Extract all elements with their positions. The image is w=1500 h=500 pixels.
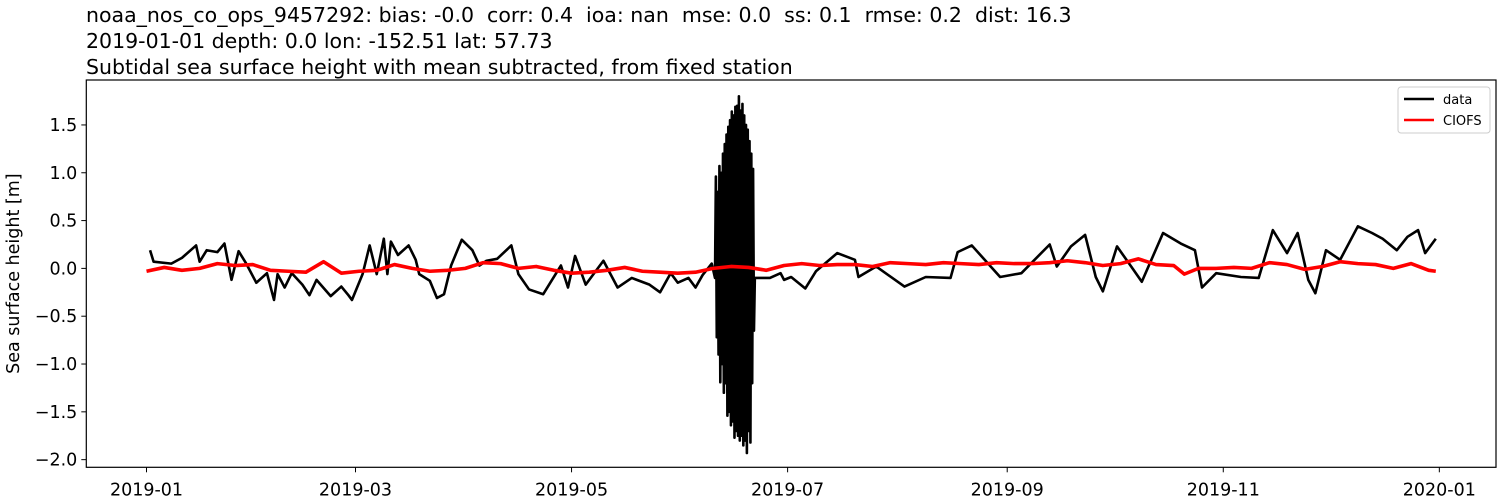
- y-tick-label: 1.5: [49, 116, 77, 136]
- chart-title-line-2: 2019-01-01 depth: 0.0 lon: -152.51 lat: …: [86, 29, 553, 53]
- y-tick-label: −1.0: [35, 355, 78, 375]
- chart-title-line-1: noaa_nos_co_ops_9457292: bias: -0.0 corr…: [86, 3, 1072, 27]
- x-tick-label: 2019-01: [110, 480, 183, 500]
- x-tick-label: 2019-07: [751, 480, 824, 500]
- x-tick-label: 2019-05: [535, 480, 608, 500]
- x-tick-label: 2019-11: [1187, 480, 1260, 500]
- x-tick-label: 2020-01: [1403, 480, 1476, 500]
- y-tick-label: −0.5: [35, 307, 78, 327]
- chart-title-line-3: Subtidal sea surface height with mean su…: [86, 55, 793, 79]
- x-tick-label: 2019-03: [319, 480, 392, 500]
- y-axis-label: Sea surface height [m]: [4, 173, 24, 373]
- y-tick-label: 1.0: [49, 164, 77, 184]
- x-tick-label: 2019-09: [971, 480, 1044, 500]
- y-tick-label: 0.5: [49, 212, 77, 232]
- legend-label-data: data: [1443, 93, 1472, 108]
- y-tick-label: −1.5: [35, 403, 78, 423]
- legend: data CIOFS: [1397, 86, 1491, 134]
- plot-frame: [85, 79, 1497, 468]
- y-tick-label: −2.0: [35, 451, 78, 471]
- series-line-data: [148, 94, 1437, 455]
- legend-label-ciofs: CIOFS: [1443, 114, 1482, 129]
- y-tick-label: 0.0: [49, 259, 77, 279]
- series-line-ciofs: [146, 257, 1437, 276]
